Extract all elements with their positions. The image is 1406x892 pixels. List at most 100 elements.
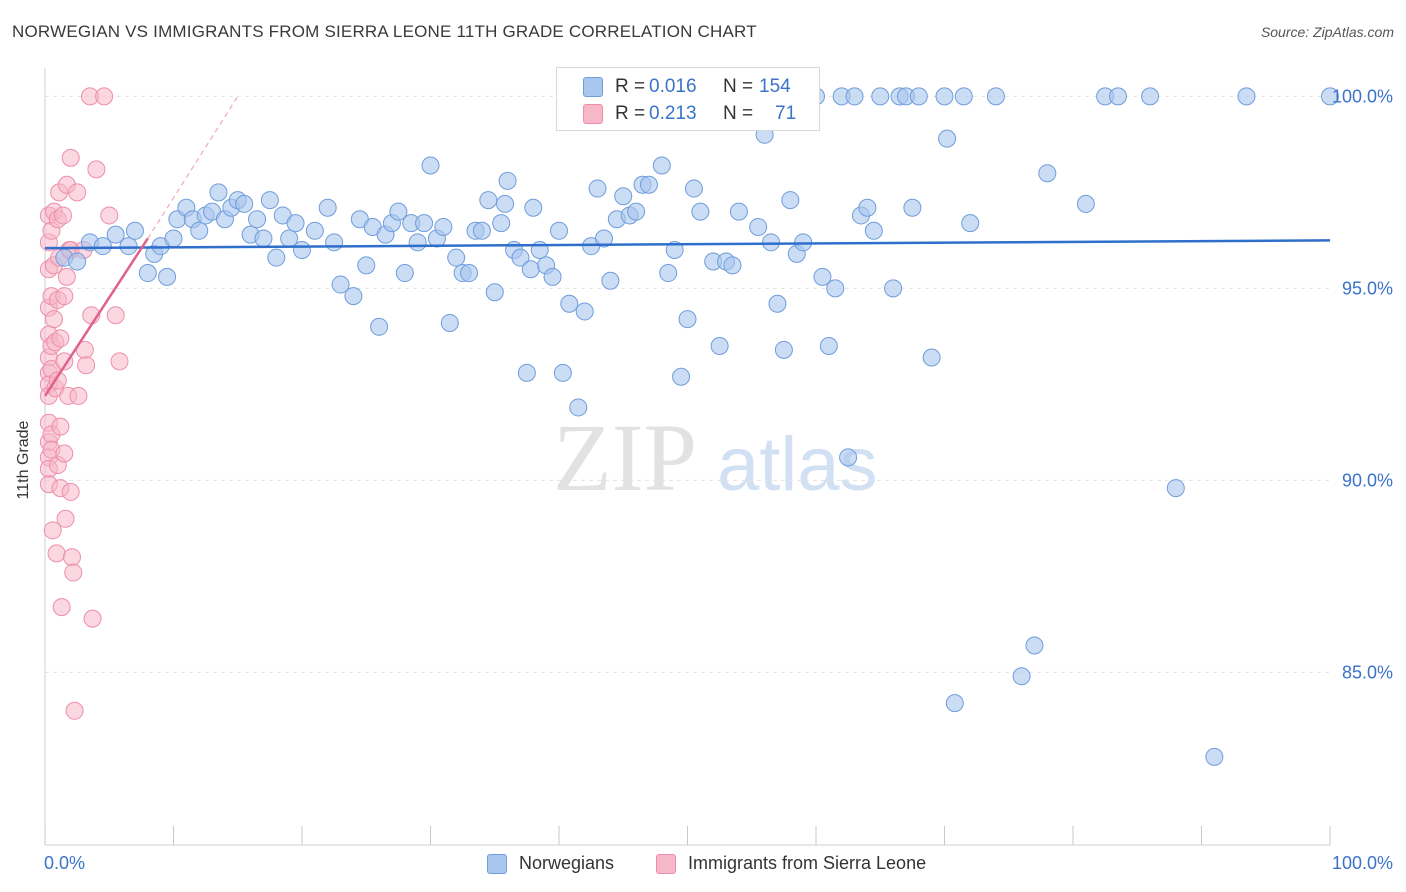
data-point-norwegian <box>1237 87 1256 106</box>
data-point-norwegian <box>511 248 530 267</box>
data-point-norwegian <box>710 337 729 355</box>
trend-line-sierra-leone-extension <box>147 96 239 239</box>
data-point-norwegian <box>986 87 1005 106</box>
data-point-norwegian <box>164 229 183 248</box>
data-point-norwegian <box>1012 667 1031 686</box>
data-point-sierra-leone <box>57 267 76 286</box>
data-point-norwegian <box>447 248 466 267</box>
data-point-sierra-leone <box>44 310 63 329</box>
data-point-norwegian <box>864 221 883 240</box>
data-point-norwegian <box>389 202 408 221</box>
data-point-norwegian <box>723 256 742 275</box>
source-label: Source: ZipAtlas.com <box>1260 24 1394 40</box>
data-point-norwegian <box>961 214 980 233</box>
data-point-norwegian <box>627 202 646 221</box>
data-point-norwegian <box>678 310 697 329</box>
data-point-norwegian <box>395 264 414 283</box>
data-point-norwegian <box>652 156 671 175</box>
data-point-norwegian <box>1038 164 1057 183</box>
data-point-norwegian <box>839 448 858 467</box>
r-value: 0.016 <box>649 76 697 97</box>
n-label: N = <box>723 103 754 124</box>
n-value: 71 <box>775 103 797 124</box>
y-tick-label: 95.0% <box>1342 278 1393 298</box>
data-point-sierra-leone <box>77 356 96 375</box>
data-point-norwegian <box>305 221 324 240</box>
data-point-norwegian <box>492 214 511 233</box>
data-point-norwegian <box>569 398 588 417</box>
data-point-norwegian <box>318 198 337 217</box>
data-point-norwegian <box>935 87 954 106</box>
r-value: 0.213 <box>649 103 697 124</box>
data-point-sierra-leone <box>69 386 88 405</box>
data-point-sierra-leone <box>47 544 66 563</box>
data-point-norwegian <box>588 179 607 198</box>
data-point-norwegian <box>415 214 434 233</box>
legend-label: Norwegians <box>519 853 615 873</box>
data-point-norwegian <box>325 233 344 252</box>
data-point-norwegian <box>357 256 376 275</box>
pink-swatch <box>583 104 603 124</box>
data-point-norwegian <box>370 317 389 336</box>
y-tick-label: 85.0% <box>1342 662 1393 682</box>
data-point-norwegian <box>209 183 228 202</box>
data-point-norwegian <box>1076 194 1095 213</box>
data-point-norwegian <box>260 191 279 210</box>
n-value: 154 <box>759 76 791 97</box>
data-point-norwegian <box>858 198 877 217</box>
data-point-norwegian <box>498 171 517 190</box>
data-point-sierra-leone <box>53 206 72 225</box>
data-point-norwegian <box>138 264 157 283</box>
data-point-sierra-leone <box>106 306 125 325</box>
chart-title: NORWEGIAN VS IMMIGRANTS FROM SIERRA LEON… <box>12 22 757 41</box>
data-point-norwegian <box>909 87 928 106</box>
blue-swatch <box>583 77 603 97</box>
data-point-norwegian <box>781 191 800 210</box>
data-point-norwegian <box>408 233 427 252</box>
trend-lines <box>43 96 1331 397</box>
data-point-norwegian <box>479 191 498 210</box>
data-point-sierra-leone <box>83 609 102 628</box>
r-label: R = <box>615 76 646 97</box>
data-point-norwegian <box>68 252 87 271</box>
trend-line-sierra-leone <box>43 237 149 397</box>
data-point-norwegian <box>421 156 440 175</box>
data-point-sierra-leone <box>51 417 70 436</box>
data-point-norwegian <box>119 237 138 256</box>
data-point-norwegian <box>1141 87 1160 106</box>
data-point-norwegian <box>460 264 479 283</box>
n-label: N = <box>723 76 754 97</box>
data-point-sierra-leone <box>62 548 81 567</box>
data-point-norwegian <box>845 87 864 106</box>
data-point-sierra-leone <box>51 329 70 348</box>
pink-swatch <box>656 854 676 874</box>
data-point-norwegian <box>601 271 620 290</box>
data-point-norwegian <box>344 287 363 306</box>
data-point-norwegian <box>93 237 112 256</box>
legend-row-sierra-leone: R = 0.213 N = 71 <box>557 101 819 127</box>
data-point-norwegian <box>560 294 579 313</box>
data-point-norwegian <box>1166 479 1185 498</box>
legend-row-norwegians: R = 0.016 N = 154 <box>557 74 819 100</box>
data-point-norwegian <box>871 87 890 106</box>
data-point-norwegian <box>496 194 515 213</box>
data-point-norwegian <box>819 337 838 355</box>
data-point-norwegian <box>768 294 787 313</box>
data-point-norwegian <box>922 348 941 367</box>
data-point-norwegian <box>665 241 684 259</box>
data-point-norwegian <box>684 179 703 198</box>
data-point-norwegian <box>762 233 781 252</box>
trend-line-norwegians <box>44 239 1331 250</box>
data-point-norwegian <box>639 175 658 194</box>
data-point-norwegian <box>1108 87 1127 106</box>
data-point-sierra-leone <box>87 160 106 179</box>
data-point-sierra-leone <box>56 509 75 528</box>
data-point-sierra-leone <box>52 598 71 617</box>
data-point-sierra-leone <box>65 701 84 720</box>
tick-labels: 85.0% 90.0% 95.0% 100.0% 0.0% 100.0% <box>44 86 1393 873</box>
data-point-sierra-leone <box>55 287 74 306</box>
data-point-sierra-leone <box>100 206 119 225</box>
blue-swatch <box>487 854 507 874</box>
data-point-norwegian <box>1321 87 1339 106</box>
data-point-sierra-leone <box>55 352 74 371</box>
